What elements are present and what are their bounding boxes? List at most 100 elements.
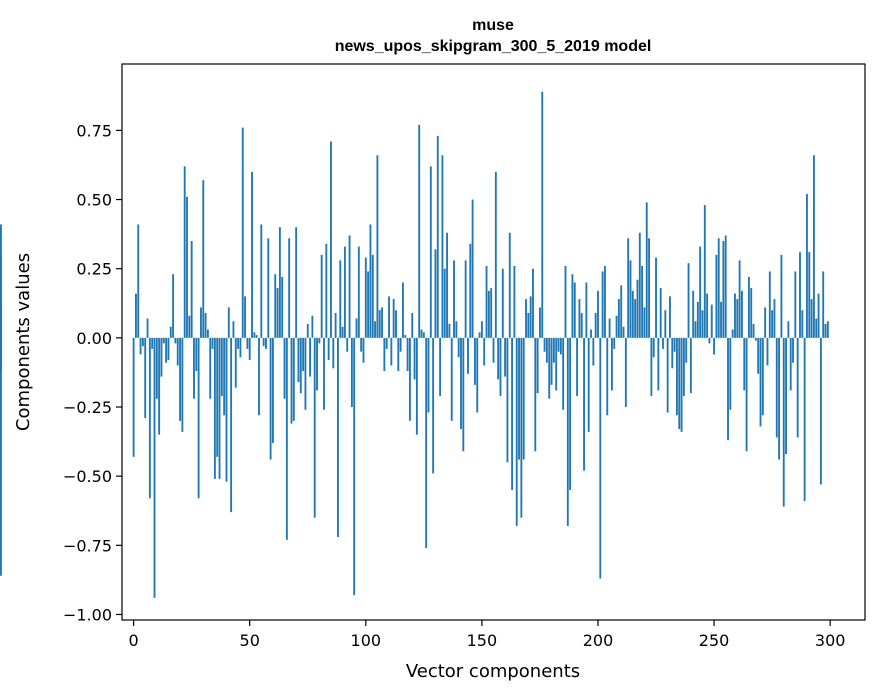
bar-249 (710, 304, 713, 338)
bar-107 (381, 307, 383, 338)
bar-208 (615, 315, 618, 338)
bar-259 (734, 293, 736, 338)
bar-16 (169, 326, 172, 338)
bar-290 (806, 194, 808, 338)
bar-176 (541, 91, 544, 338)
bar-12 (160, 337, 163, 377)
bar-86 (332, 337, 335, 369)
bar-224 (652, 337, 655, 358)
bar-184 (559, 337, 562, 355)
bar-239 (687, 263, 690, 338)
bar-61 (274, 274, 277, 338)
bar-68 (290, 337, 293, 424)
y-tick-label: 0.00 (76, 329, 112, 348)
bar-26 (193, 337, 195, 399)
bar-78 (313, 337, 316, 518)
bar-137 (450, 337, 453, 421)
bar-118 (406, 337, 409, 372)
bar-299 (826, 321, 829, 338)
bar-193 (580, 312, 583, 338)
bar-94 (350, 337, 353, 407)
bar-147 (474, 337, 476, 385)
bar-114 (397, 337, 400, 372)
bar-238 (685, 337, 688, 363)
bar-285 (794, 271, 797, 338)
bar-257 (729, 337, 732, 410)
bar-179 (548, 337, 551, 399)
bar-206 (610, 337, 613, 391)
bar-294 (815, 318, 818, 338)
bar-278 (778, 337, 781, 460)
bar-135 (446, 232, 448, 338)
bar-41 (227, 307, 230, 338)
bar-121 (413, 337, 416, 380)
bar-253 (720, 301, 722, 338)
bar-108 (383, 337, 386, 372)
bar-143 (464, 260, 467, 338)
bar-95 (353, 337, 356, 596)
bar-263 (743, 337, 746, 391)
bar-72 (299, 337, 302, 394)
bar-62 (276, 288, 279, 338)
bar-29 (200, 307, 202, 338)
bar-229 (664, 310, 667, 338)
bar-83 (325, 243, 328, 338)
bar-279 (780, 254, 783, 338)
bar-79 (316, 337, 318, 391)
bar-196 (587, 337, 590, 432)
bar-262 (741, 290, 743, 338)
y-tick-label: −0.25 (63, 398, 112, 417)
x-tick-label: 0 (129, 631, 139, 650)
bar-136 (448, 324, 451, 338)
y-tick-label: −0.50 (63, 467, 112, 486)
bar-74 (304, 337, 307, 410)
bar-226 (657, 337, 660, 391)
bar-50 (248, 337, 251, 360)
chart-title: muse (472, 17, 514, 34)
bar-146 (471, 199, 474, 338)
bar-46 (239, 337, 242, 358)
bar-203 (604, 265, 606, 338)
bar-3 (139, 337, 142, 355)
bar-159 (501, 268, 504, 338)
bar-132 (439, 337, 442, 396)
bar-187 (566, 337, 569, 526)
bar-150 (480, 321, 483, 338)
bar-212 (624, 337, 627, 407)
bar-246 (703, 205, 706, 338)
bar-128 (429, 166, 432, 338)
bar-280 (782, 337, 785, 507)
bar-22 (183, 166, 186, 338)
y-axis-label: Components values (13, 253, 34, 431)
bar-170 (527, 312, 530, 338)
bar-213 (627, 238, 630, 338)
bar-234 (676, 337, 678, 416)
bar-119 (408, 337, 411, 421)
bar-60 (271, 337, 274, 443)
bar-202 (601, 271, 604, 338)
bar-167 (520, 337, 523, 518)
bar-102 (369, 224, 372, 338)
bar-110 (388, 296, 390, 338)
x-axis-label: Vector components (406, 661, 580, 682)
bar-0 (132, 337, 135, 457)
bar-180 (550, 337, 553, 385)
bar-113 (395, 310, 397, 338)
bar-106 (378, 310, 381, 338)
bar-14 (165, 337, 168, 363)
bar-8 (151, 337, 154, 349)
bar-120 (411, 312, 414, 338)
bar-216 (634, 299, 637, 338)
bar-45 (237, 337, 240, 349)
bar-21 (181, 337, 184, 432)
bar-49 (246, 337, 249, 349)
bar-105 (376, 155, 379, 338)
bar-254 (722, 241, 725, 338)
bar-267 (752, 324, 755, 338)
bar-112 (392, 299, 395, 338)
bar-236 (680, 337, 683, 432)
bar-70 (295, 227, 298, 338)
bar-134 (443, 268, 446, 338)
bar-65 (283, 337, 286, 399)
bar-156 (494, 171, 497, 338)
